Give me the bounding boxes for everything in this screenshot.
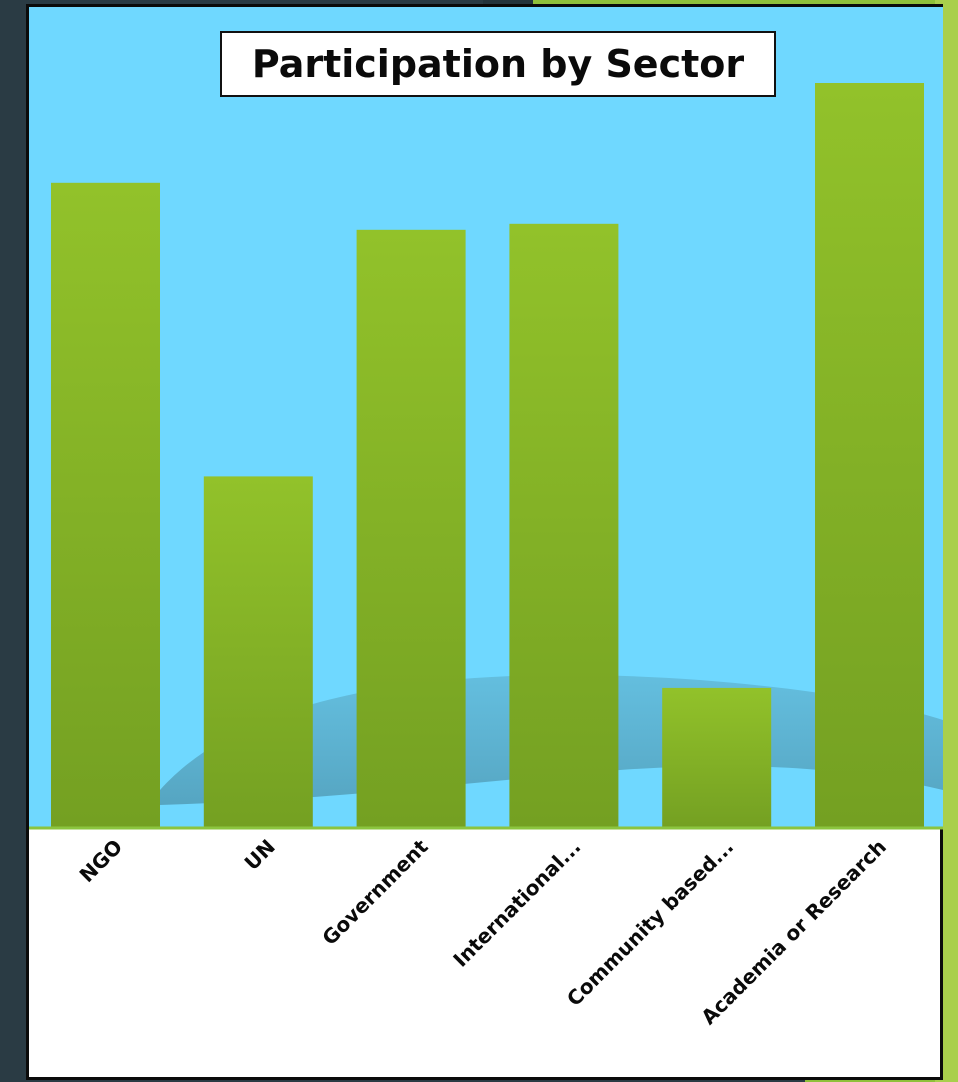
bar-4 xyxy=(662,687,772,828)
chart-title-box: Participation by Sector xyxy=(220,31,776,97)
chart-title: Participation by Sector xyxy=(251,42,745,86)
bar-1 xyxy=(203,476,313,828)
x-tick-label-4: Community based... xyxy=(562,835,738,1011)
bar-3 xyxy=(509,223,619,829)
x-tick-label-3: International... xyxy=(448,835,585,972)
bar-5 xyxy=(815,83,924,828)
x-tick-label-1: UN xyxy=(240,835,280,875)
bar-2 xyxy=(356,229,466,829)
x-tick-label-0: NGO xyxy=(75,835,127,887)
x-tick-label-2: Government xyxy=(317,834,433,950)
bar-0 xyxy=(51,182,160,829)
